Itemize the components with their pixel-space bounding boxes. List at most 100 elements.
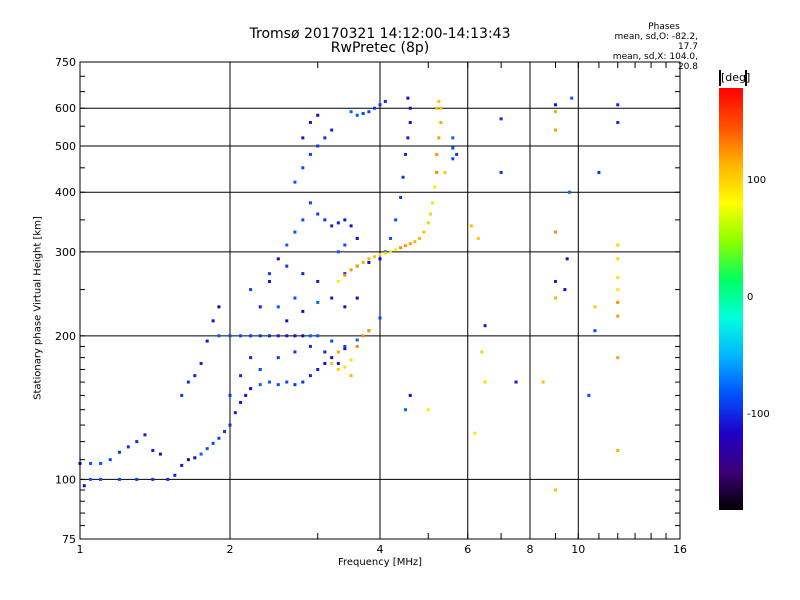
data-point [437, 136, 441, 140]
data-point [330, 361, 334, 365]
data-point [355, 113, 359, 117]
data-point [616, 314, 620, 318]
data-point [308, 374, 312, 378]
data-point [570, 96, 574, 100]
data-point [228, 334, 232, 338]
data-point [389, 236, 393, 240]
data-point [408, 242, 412, 246]
data-point [426, 408, 430, 412]
data-point [476, 236, 480, 240]
data-point [316, 300, 320, 304]
data-point [258, 367, 262, 371]
data-point [403, 152, 407, 156]
data-point [349, 110, 353, 114]
data-point [367, 329, 371, 333]
data-point [258, 334, 262, 338]
data-point [205, 339, 209, 343]
data-point [587, 393, 591, 397]
data-point [355, 264, 359, 268]
data-point [217, 334, 221, 338]
data-point [399, 195, 403, 199]
data-point [276, 334, 280, 338]
data-point [343, 344, 347, 348]
data-point [563, 288, 567, 292]
data-point [426, 221, 430, 225]
data-point [378, 257, 382, 261]
data-point [180, 463, 184, 467]
data-point [541, 380, 545, 384]
data-point [276, 305, 280, 309]
data-point [99, 461, 103, 465]
data-point [193, 374, 197, 378]
data-point [293, 383, 297, 387]
data-point [553, 230, 557, 234]
data-point [330, 296, 334, 300]
y-tick-label: 200 [55, 330, 76, 343]
data-point [228, 423, 232, 427]
x-axis-label: Frequency [MHz] [337, 557, 423, 568]
data-point [336, 250, 340, 254]
data-point [173, 473, 177, 477]
data-point [367, 110, 371, 114]
y-tick-label: 400 [55, 186, 76, 199]
data-point [301, 309, 305, 313]
phase-colorbar [719, 88, 743, 510]
data-point [361, 260, 365, 264]
data-point [616, 356, 620, 360]
data-point [323, 218, 327, 222]
data-point [343, 347, 347, 351]
data-point [336, 361, 340, 365]
data-point [316, 279, 320, 283]
y-tick-label: 100 [55, 473, 76, 486]
data-point [451, 146, 455, 150]
data-point [439, 106, 443, 110]
data-point [301, 380, 305, 384]
data-point [343, 218, 347, 222]
data-point [135, 477, 139, 481]
data-point [293, 230, 297, 234]
data-point [406, 96, 410, 100]
chart-title: Tromsø 20170321 14:12:00-14:13:43 [249, 26, 511, 42]
data-point [239, 400, 243, 404]
data-point [343, 272, 347, 276]
data-point [258, 305, 262, 309]
data-point [316, 334, 320, 338]
data-point [180, 393, 184, 397]
data-point [553, 128, 557, 132]
data-point [349, 358, 353, 362]
data-point [117, 450, 121, 454]
data-point [330, 224, 334, 228]
data-point [285, 243, 289, 247]
data-point [383, 251, 387, 255]
data-point [406, 136, 410, 140]
data-point [616, 103, 620, 107]
data-point [435, 170, 439, 174]
data-point [301, 334, 305, 338]
data-point [553, 279, 557, 283]
data-point [451, 157, 455, 161]
data-point [126, 445, 130, 449]
data-point [378, 316, 382, 320]
data-point [373, 106, 377, 110]
data-point [616, 276, 620, 280]
data-point [553, 103, 557, 107]
data-point [389, 250, 393, 254]
data-point [293, 350, 297, 354]
data-point [455, 152, 459, 156]
data-point [308, 152, 312, 156]
grid [80, 62, 680, 539]
scatter-points [78, 96, 620, 492]
y-tick-label: 600 [55, 102, 76, 115]
data-point [433, 185, 437, 189]
data-point [565, 257, 569, 261]
data-point [514, 380, 518, 384]
data-point [361, 334, 365, 338]
data-point [323, 350, 327, 354]
data-point [199, 361, 203, 365]
data-point [323, 136, 327, 140]
data-point [249, 288, 253, 292]
data-point [217, 436, 221, 440]
data-point [301, 218, 305, 222]
data-point [276, 257, 280, 261]
data-point [308, 334, 312, 338]
